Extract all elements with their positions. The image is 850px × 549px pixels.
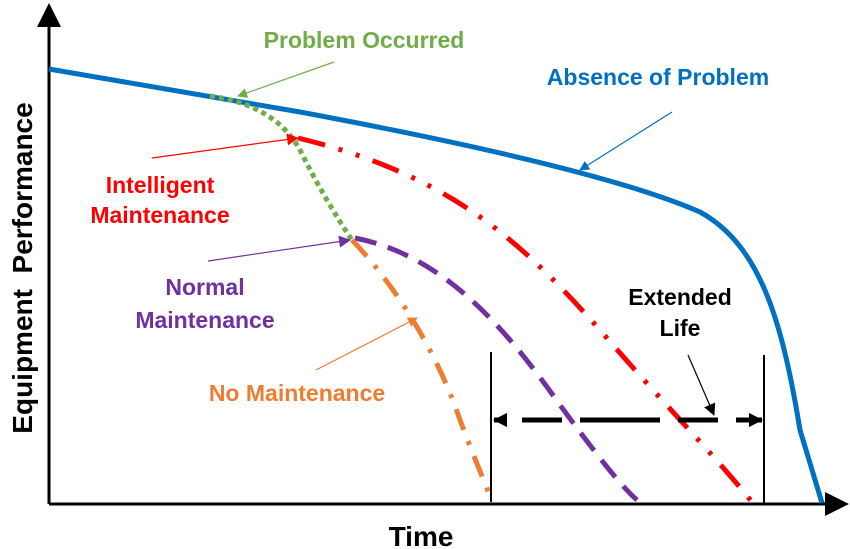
x-axis-label: Time <box>389 521 454 549</box>
absence-of-problem-curve <box>48 66 825 504</box>
intelligent-label-1: Intelligent <box>106 172 215 198</box>
problem-occurred-pointer <box>237 61 335 98</box>
normal-label-1: Normal <box>165 274 244 300</box>
normal-pointer <box>207 235 351 262</box>
extended-life-label-2: Life <box>660 315 701 341</box>
no-maintenance-pointer <box>315 317 418 371</box>
y-axis-label: Equipment Performance <box>7 102 38 433</box>
intelligent-label-2: Maintenance <box>90 202 229 228</box>
normal-maintenance-curve <box>354 235 639 502</box>
absence-pointer <box>579 111 673 171</box>
no-maintenance-curve <box>350 238 492 495</box>
intelligent-pointer <box>151 133 299 159</box>
extended-life-pointer <box>687 354 716 416</box>
no-maintenance-label: No Maintenance <box>209 380 385 406</box>
extended-life-label-1: Extended <box>628 284 732 310</box>
problem-occurred-curve <box>209 93 355 242</box>
problem-occurred-label: Problem Occurred <box>264 27 465 53</box>
absence-of-problem-label: Absence of Problem <box>547 64 769 90</box>
normal-label-2: Maintenance <box>135 307 274 333</box>
